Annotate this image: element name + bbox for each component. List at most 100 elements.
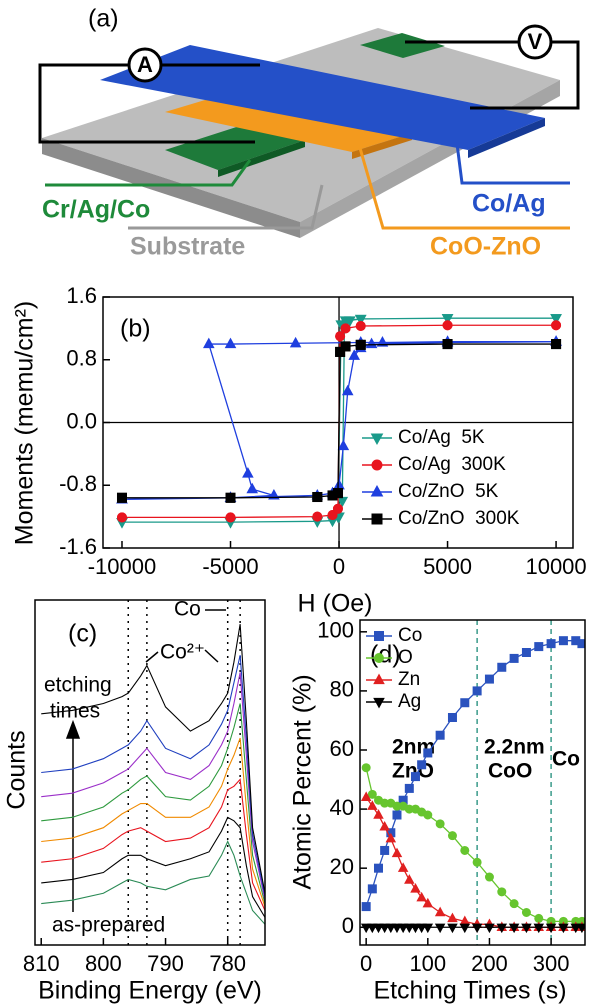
marker xyxy=(312,492,323,503)
x-axis-label: Binding Energy (eV) xyxy=(38,977,262,1004)
marker xyxy=(371,513,383,525)
series-line xyxy=(41,655,265,897)
marker xyxy=(367,884,377,894)
marker xyxy=(392,810,402,820)
marker xyxy=(360,791,372,801)
annotation: Co²⁺ xyxy=(160,641,205,664)
marker xyxy=(423,810,433,820)
marker xyxy=(374,631,384,641)
axes-frame xyxy=(34,599,266,946)
marker xyxy=(332,503,343,514)
marker xyxy=(484,923,495,934)
ammeter xyxy=(127,47,163,83)
marker xyxy=(447,831,457,841)
marker xyxy=(416,891,427,902)
wire xyxy=(470,40,580,110)
marker xyxy=(545,923,557,934)
series-line xyxy=(41,624,265,894)
marker xyxy=(327,510,338,521)
marker xyxy=(410,772,420,782)
marker xyxy=(332,488,343,499)
marker xyxy=(367,923,378,934)
y-tick-label: 0.8 xyxy=(66,346,97,371)
panel-label: (b) xyxy=(120,315,151,343)
marker xyxy=(404,874,415,884)
marker xyxy=(442,339,453,350)
ammeter-label: A xyxy=(137,52,153,77)
marker xyxy=(397,862,409,872)
marker xyxy=(360,923,372,934)
series-line xyxy=(41,737,265,908)
y-tick-label: 1.6 xyxy=(66,283,97,308)
x-tick-label: 5000 xyxy=(423,554,472,579)
marker xyxy=(441,314,454,325)
marker xyxy=(340,323,351,334)
marker xyxy=(340,341,351,352)
series-line xyxy=(41,672,265,901)
marker xyxy=(225,512,236,523)
x-tick-label: 0 xyxy=(333,554,345,579)
device-diagram: A V (a) Cr/Ag/Co Substrate Co/Ag CoO-ZnO xyxy=(38,5,580,261)
x-tick-label: 0 xyxy=(360,951,372,976)
callout-line xyxy=(128,184,324,230)
y-axis-label: Counts xyxy=(3,730,31,809)
legend-label: Co/Ag 300K xyxy=(398,454,506,475)
series-line xyxy=(41,703,265,904)
substrate-side xyxy=(42,138,300,238)
marker xyxy=(385,832,397,843)
y-tick-label: 0 xyxy=(342,913,354,938)
marker xyxy=(508,923,520,934)
series-group xyxy=(41,624,265,925)
y-tick-label: -1.6 xyxy=(59,534,97,559)
marker xyxy=(471,923,483,934)
marker xyxy=(373,863,383,873)
marker xyxy=(379,820,390,831)
series-line xyxy=(41,778,265,911)
marker xyxy=(348,349,361,360)
layer-label: CoO-ZnO xyxy=(430,233,541,261)
marker xyxy=(367,789,377,799)
marker xyxy=(385,923,397,934)
marker xyxy=(509,653,519,663)
marker xyxy=(435,730,445,740)
arrow xyxy=(145,651,159,663)
marker xyxy=(534,913,544,923)
layer-label: Co/Ag xyxy=(472,190,546,218)
marker xyxy=(355,339,366,350)
marker xyxy=(434,906,446,917)
marker xyxy=(509,899,519,909)
marker xyxy=(422,897,434,908)
marker xyxy=(365,337,378,349)
marker xyxy=(410,923,421,934)
legend-label: Co/ZnO 300K xyxy=(398,508,520,529)
annotation: Co xyxy=(174,598,201,621)
annotation: times xyxy=(50,700,100,723)
marker xyxy=(374,653,384,663)
x-tick-label: 300 xyxy=(533,951,570,976)
marker xyxy=(379,923,390,934)
panel-label: (c) xyxy=(68,620,97,648)
marker xyxy=(116,512,127,523)
series-group xyxy=(116,314,562,529)
marker xyxy=(472,857,482,867)
marker xyxy=(370,484,384,497)
marker xyxy=(416,923,427,934)
annotation: etching xyxy=(44,674,112,697)
marker xyxy=(447,912,458,923)
legend-label: Ag xyxy=(398,691,421,712)
plot: -10000 -5000 0 5000 10000 -1.6 -0.8 0.0 0.8 1.6 Co… xyxy=(59,283,587,579)
x-tick-label: 100 xyxy=(409,951,446,976)
marker xyxy=(521,648,531,657)
marker xyxy=(434,923,446,934)
series-line xyxy=(41,816,265,918)
marker xyxy=(410,883,421,893)
marker xyxy=(459,923,471,934)
marker xyxy=(373,923,384,934)
x-tick-label: 790 xyxy=(147,951,184,976)
marker xyxy=(373,697,385,709)
marker xyxy=(550,314,562,325)
voltmeter-label: V xyxy=(528,29,543,54)
marker xyxy=(361,902,371,912)
